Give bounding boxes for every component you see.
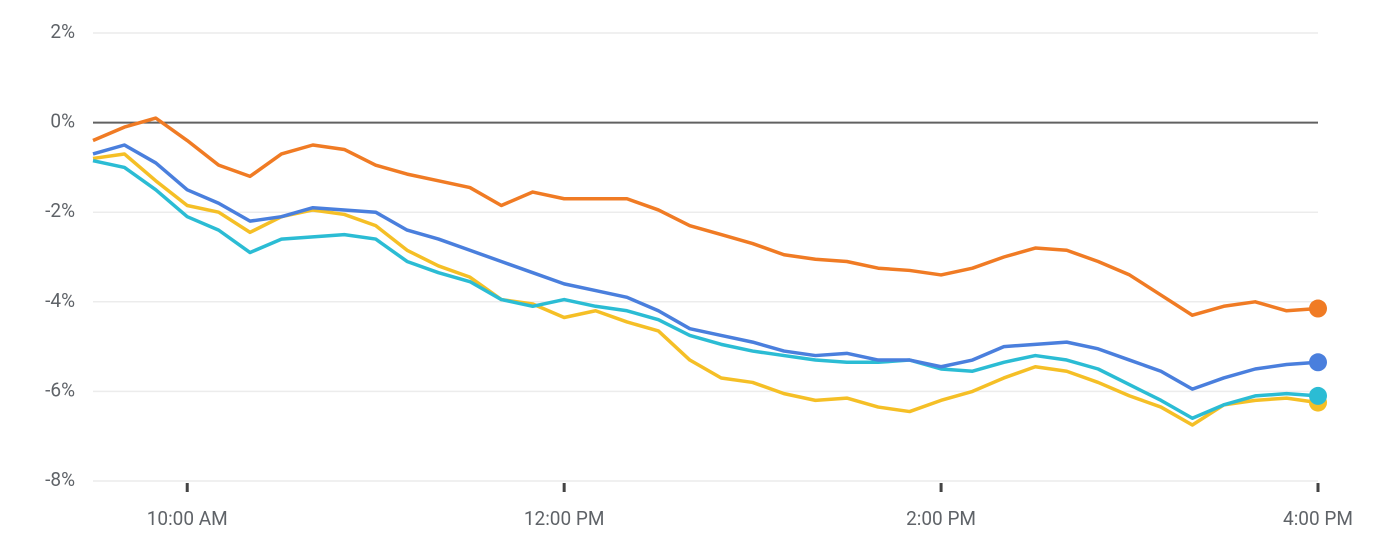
- y-tick-label: -6%: [45, 378, 75, 401]
- series-line: [92, 158, 1319, 421]
- end-marker: [1309, 299, 1327, 318]
- y-tick-label: -8%: [45, 468, 75, 491]
- series-line: [92, 152, 1319, 427]
- y-tick-label: -4%: [45, 289, 75, 312]
- end-marker: [1309, 353, 1327, 372]
- series-line: [92, 116, 1319, 317]
- y-tick-label: 0%: [50, 110, 75, 133]
- x-tick-label: 2:00 PM: [906, 507, 976, 530]
- end-marker: [1309, 386, 1327, 405]
- x-tick-label: 10:00 AM: [147, 507, 228, 530]
- series-line: [92, 143, 1319, 391]
- x-tick-label: 12:00 PM: [524, 507, 605, 530]
- x-tick-label: 4:00 PM: [1283, 507, 1353, 530]
- y-tick-label: -2%: [45, 199, 75, 222]
- y-tick-label: 2%: [50, 20, 75, 43]
